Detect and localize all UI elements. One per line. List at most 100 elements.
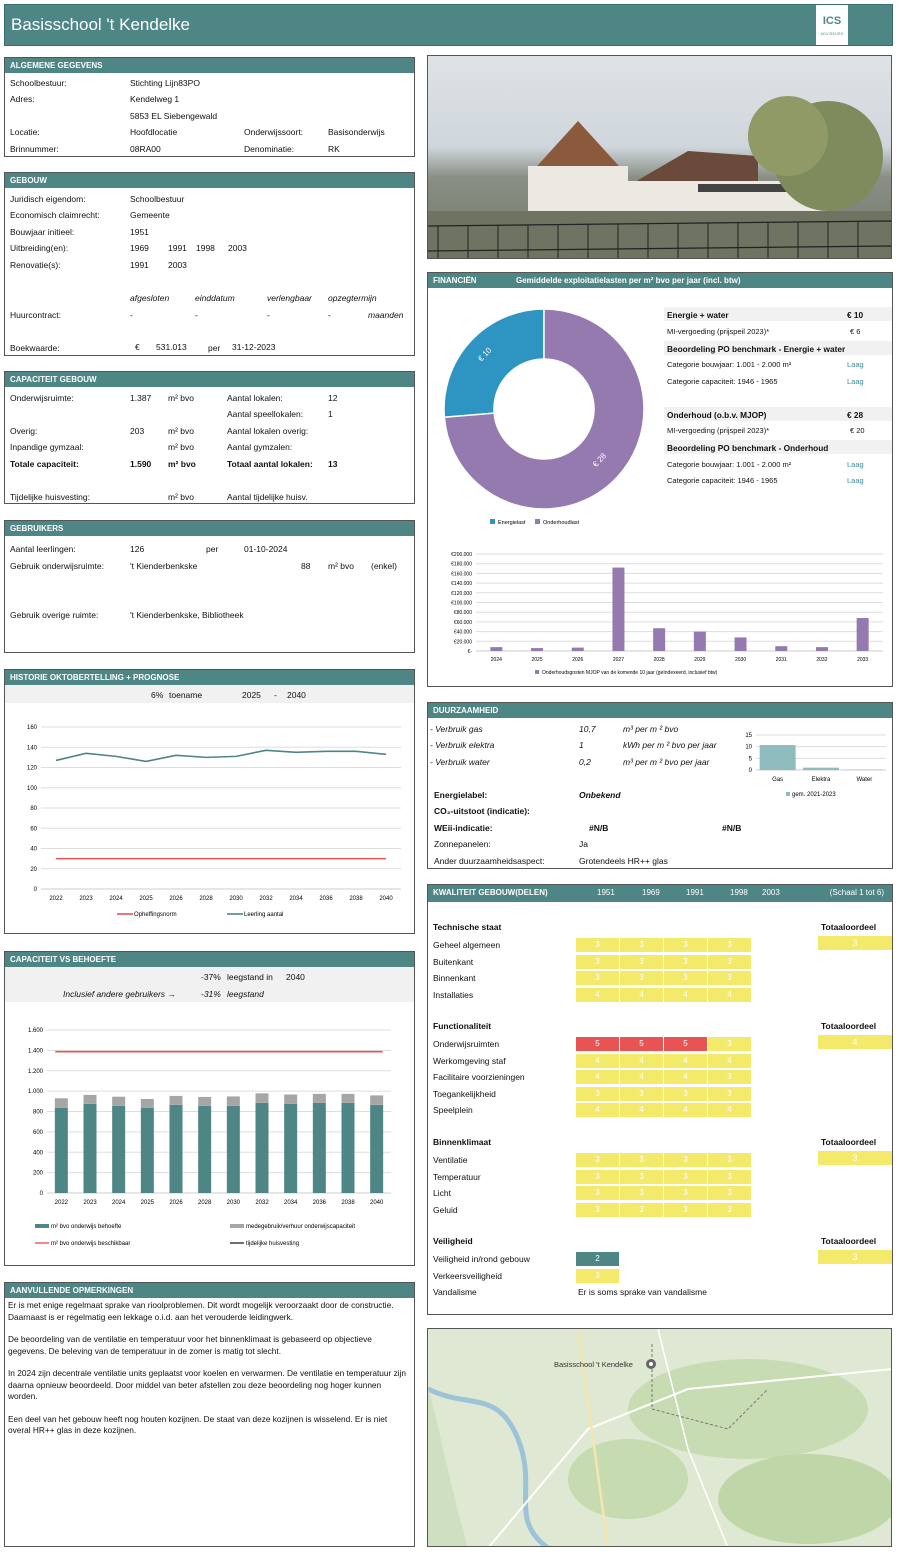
section-header: KWALITEIT GEBOUW(DELEN) 1951 1969 1991 1… [428, 885, 892, 902]
legend-swatch [786, 792, 790, 796]
score-cell: 3 [576, 954, 619, 969]
score-cell: 3 [708, 1086, 751, 1101]
y-tick-label: €40.000 [454, 630, 472, 636]
score-cell: 3 [708, 1202, 751, 1217]
bar-behoefte-2022 [54, 1107, 68, 1193]
finance-row-value: Laag [847, 377, 864, 386]
x-tick-label: 2023 [79, 896, 93, 902]
value: 126 [130, 544, 145, 554]
legend-label: tijdelijke huisvesting [246, 1241, 299, 1247]
score-cell: 3 [576, 938, 619, 952]
row-shade [664, 407, 892, 421]
value: 1 [328, 409, 333, 419]
legend-swatch [490, 519, 495, 524]
value: Grotendeels HR++ glas [579, 856, 668, 866]
section-title: KWALITEIT GEBOUW(DELEN) [433, 888, 548, 897]
legend-label: Onderhoudsgosten MJOP van de komende 10 … [542, 670, 718, 676]
criterion-label: Onderwijsruimten [433, 1039, 500, 1049]
score-cell: 3 [620, 954, 663, 969]
y-tick-label: €120.000 [451, 591, 472, 597]
location-map[interactable]: Basisschool 't Kendelke [427, 1328, 892, 1547]
x-tick-label: 2023 [83, 1200, 97, 1206]
score-cell: 3 [708, 954, 751, 969]
score-cell: 5 [576, 1037, 619, 1051]
unit: m³ per m ² bvo [623, 724, 679, 734]
column-header: einddatum [195, 293, 235, 303]
totaal-heading: Totaaloordeel [821, 922, 877, 932]
from-year: 2025 [242, 690, 261, 700]
section-title: DUURZAAMHEID [428, 703, 892, 718]
y-tick-label: €160.000 [451, 571, 472, 577]
score-cell: 5 [664, 1037, 707, 1051]
score-cell: 3 [664, 1169, 707, 1184]
score-cell: 3 [620, 1186, 663, 1201]
label: Juridisch eigendom: [10, 194, 86, 204]
section-title: FINANCIËN [433, 276, 477, 285]
year-header: 1991 [686, 888, 704, 897]
legend-swatch [535, 670, 539, 674]
score-cell: 4 [576, 987, 619, 1002]
value: 88 [301, 561, 311, 571]
totaal-heading: Totaaloordeel [821, 1137, 877, 1147]
x-tick-label: 2028 [198, 1200, 212, 1206]
totaal-score: 4 [818, 1035, 892, 1049]
finance-row-value: Laag [847, 476, 864, 485]
y-tick-label: 0 [40, 1191, 44, 1197]
legend-label: Opheffingsnorm [134, 912, 177, 918]
group-heading: Binnenklimaat [433, 1137, 492, 1147]
section-header: FINANCIËN Gemiddelde exploitatielasten pe… [428, 273, 892, 288]
y-tick-label: €140.000 [451, 581, 472, 587]
label: Inpandige gymzaal: [10, 442, 84, 452]
y-tick-label: 1.000 [28, 1089, 44, 1095]
bar-medegebruik-2023 [83, 1094, 97, 1104]
score-cell: 4 [664, 1070, 707, 1085]
bar-behoefte-2026 [169, 1104, 183, 1193]
value: - [195, 310, 198, 320]
section-title: GEBOUW [5, 173, 414, 188]
criterion-text: Er is soms sprake van vandalisme [578, 1287, 707, 1298]
bar-medegebruik-2026 [169, 1095, 183, 1105]
value: 531.013 [156, 342, 187, 352]
label: Aantal gymzalen: [227, 442, 293, 452]
y-tick-label: 200 [33, 1171, 44, 1177]
y-tick-label: 140 [27, 745, 38, 751]
section-financien: FINANCIËN Gemiddelde exploitatielasten pe… [427, 272, 893, 687]
value: 1991 [168, 243, 187, 253]
value: maanden [368, 310, 404, 320]
y-tick-label: €20.000 [454, 639, 472, 645]
x-tick-label: 2022 [49, 896, 63, 902]
label: WEii-indicatie: [434, 823, 493, 833]
finance-row-value: € 10 [847, 310, 864, 320]
totaal-score: 3 [818, 1151, 892, 1165]
value: 1.590 [130, 459, 152, 469]
row-shade [664, 307, 892, 321]
row-shade [664, 440, 892, 454]
score-cell: 4 [708, 1053, 751, 1068]
summary-band [5, 685, 414, 703]
x-tick-label: Elektra [812, 777, 831, 783]
x-tick-label: 2031 [776, 657, 787, 663]
to-year: 2040 [287, 690, 306, 700]
leegstand-label-incl: leegstand [227, 989, 264, 999]
value: - [267, 310, 270, 320]
label: Gebruik overige ruimte: [10, 610, 99, 620]
score-cell: 4 [576, 1053, 619, 1068]
x-tick-label: 2024 [109, 896, 123, 902]
year-header: 1969 [642, 888, 660, 897]
bar-2031 [775, 646, 788, 651]
x-tick-label: 2024 [491, 657, 502, 663]
score-cell: 3 [576, 1202, 619, 1217]
value: 10,7 [579, 724, 596, 734]
finance-row-label: Categorie capaciteit: 1946 - 1965 [667, 377, 778, 386]
y-tick-label: 40 [30, 847, 37, 853]
bar-medegebruik-2036 [312, 1093, 326, 1103]
score-cell: 3 [708, 1070, 751, 1085]
bar-medegebruik-2028 [198, 1096, 212, 1106]
criterion-label: Facilitaire voorzieningen [433, 1072, 525, 1083]
row-shade [664, 341, 892, 355]
label: Totaal aantal lokalen: [227, 459, 313, 469]
ics-logo: ICS ADVISEURS [816, 5, 848, 45]
section-title: ALGEMENE GEGEVENS [5, 58, 414, 73]
label: - Verbruik elektra [430, 740, 495, 750]
finance-row-label: Beoordeling PO benchmark - Onderhoud [667, 443, 829, 453]
